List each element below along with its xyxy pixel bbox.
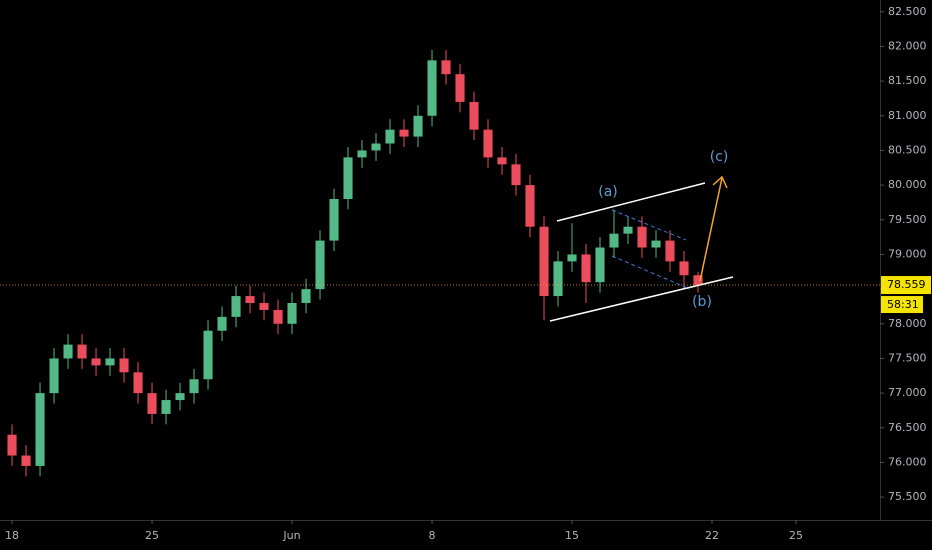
y-tick-label: 77.000	[888, 386, 927, 399]
candle-body	[49, 358, 59, 394]
candle-body	[609, 233, 619, 248]
candle-body	[357, 150, 367, 158]
candle-body	[273, 309, 283, 324]
x-tick-label: Jun	[282, 529, 300, 542]
candle-body	[315, 240, 325, 290]
wave-label: (c)	[710, 149, 729, 165]
y-tick-label: 76.000	[888, 455, 927, 468]
last-price-label: 78.559	[887, 278, 926, 291]
candle-body	[483, 129, 493, 158]
arrow-head	[712, 175, 728, 189]
candle-body	[217, 316, 227, 331]
wave-label: (a)	[598, 184, 618, 200]
candle-body	[287, 302, 297, 324]
channel-upper	[556, 182, 706, 222]
candle-body	[91, 358, 101, 366]
candle-body	[161, 400, 171, 414]
candle-body	[133, 372, 143, 394]
candle-body	[399, 129, 409, 137]
y-tick-label: 82.000	[888, 39, 927, 52]
plot	[7, 49, 703, 477]
candle-body	[343, 157, 353, 199]
channel-lower	[549, 276, 734, 322]
candle-body	[427, 60, 437, 116]
y-tick-label: 81.000	[888, 109, 927, 122]
candle-body	[259, 302, 269, 310]
x-tick-label: 8	[429, 529, 436, 542]
candle-body	[637, 226, 647, 248]
candle-body	[455, 74, 465, 102]
candle-body	[147, 393, 157, 414]
drawings: (a) (b) (c)	[549, 149, 734, 322]
candle-body	[553, 261, 563, 297]
candle-body	[693, 275, 703, 286]
wedge-lower	[611, 255, 691, 290]
candle-body	[329, 198, 339, 241]
candle-body	[7, 434, 17, 456]
y-tick-label: 79.000	[888, 247, 927, 260]
y-tick-label: 80.500	[888, 143, 927, 156]
candle-body	[301, 289, 311, 303]
x-tick-label: 25	[789, 529, 803, 542]
y-tick-label: 75.500	[888, 490, 927, 503]
countdown-box	[881, 296, 923, 314]
candle-body	[119, 358, 129, 373]
candle-body	[567, 254, 577, 262]
candle-body	[231, 296, 241, 317]
candle-body	[595, 247, 605, 283]
candle-body	[413, 115, 423, 137]
x-tick-label: 18	[5, 529, 19, 542]
candle-body	[511, 164, 521, 186]
candle-body	[539, 226, 549, 297]
candle-body	[63, 344, 73, 359]
candle-body	[469, 101, 479, 130]
last-price-box	[881, 276, 931, 295]
candle-body	[441, 60, 451, 75]
y-tick-label: 79.500	[888, 213, 927, 226]
y-tick-label: 77.500	[888, 351, 927, 364]
candle-body	[525, 185, 535, 227]
candle-body	[651, 240, 661, 248]
candle-body	[189, 379, 199, 394]
projection-arrow	[699, 177, 723, 282]
wave-label: (b)	[692, 294, 712, 310]
y-tick-label: 80.000	[888, 178, 927, 191]
candle-body	[385, 129, 395, 144]
candle-body	[35, 393, 45, 466]
candle-body	[581, 254, 591, 283]
y-tick-label: 78.000	[888, 317, 927, 330]
candle-body	[245, 296, 255, 303]
candle-body	[21, 455, 31, 466]
x-tick-label: 25	[145, 529, 159, 542]
x-tick-label: 22	[705, 529, 719, 542]
countdown-label: 58:31	[887, 298, 919, 311]
y-tick-label: 76.500	[888, 421, 927, 434]
candle-body	[105, 358, 115, 366]
candle-body	[665, 240, 675, 262]
candle-body	[77, 344, 87, 359]
y-tick-label: 81.500	[888, 74, 927, 87]
candle-body	[679, 261, 689, 276]
candle-body	[203, 330, 213, 380]
candle-body	[175, 393, 185, 401]
x-tick-label: 15	[565, 529, 579, 542]
y-tick-label: 82.500	[888, 5, 927, 18]
candle-body	[371, 143, 381, 151]
wedge-upper	[611, 209, 687, 241]
candle-body	[623, 226, 633, 234]
candle-body	[497, 157, 507, 165]
